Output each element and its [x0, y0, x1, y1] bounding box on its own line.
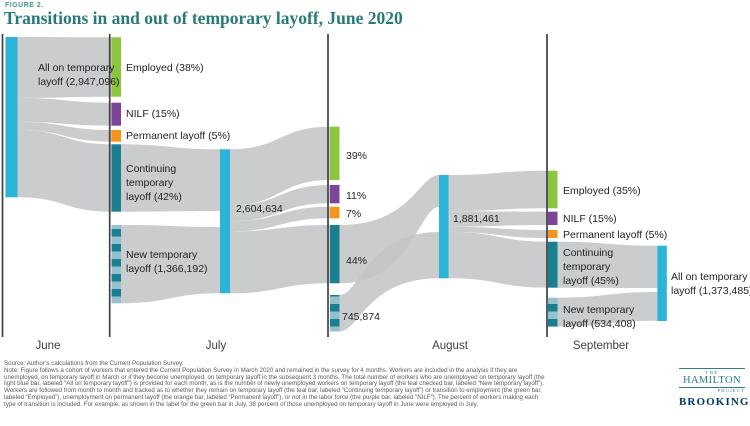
label-sep-continuing: Continuing temporary layoff (45%) [563, 247, 619, 287]
node-aug-permanent [330, 206, 340, 219]
label-july-continuing: Continuing temporary layoff (42%) [126, 163, 182, 203]
flow-jun-to-employed [17, 37, 112, 98]
flow-jul-to-continuing [230, 225, 330, 294]
figure-title: Transitions in and out of temporary layo… [4, 8, 403, 28]
hamilton-project-logo: THE HAMILTON PROJECT [679, 368, 745, 393]
flow-aug-to-continuing [448, 231, 548, 288]
flow-aug-cont-to-all [339, 175, 439, 284]
node-aug-all [439, 175, 449, 279]
node-july-nilf [111, 102, 121, 126]
month-label-june: June [36, 340, 61, 352]
label-june-all: All on temporary layoff (2,947,096) [38, 62, 120, 88]
node-sep-continuing [548, 241, 558, 288]
note-line-2: unemployed, on temporary layoff in March… [4, 373, 545, 381]
label-sep-employed: Employed (35%) [563, 185, 641, 197]
flow-jun-to-nilf [17, 97, 112, 126]
node-sep-permanent [548, 230, 558, 238]
note-line-1: Note: Figure follows a cohort of workers… [4, 366, 518, 374]
figure-number-label: FIGURE 2. [5, 2, 44, 9]
node-aug-employed [330, 126, 340, 180]
label-aug-all-value: 1,881,461 [453, 213, 500, 225]
label-july-permanent: Permanent layoff (5%) [126, 130, 230, 142]
source-line: Source: Author’s calculations from the C… [4, 360, 184, 367]
node-sep-employed [548, 170, 558, 209]
flow-jun-to-permanent [17, 121, 112, 142]
note-line-4: Workers are followed from month to month… [4, 387, 542, 395]
month-label-september: September [573, 340, 629, 352]
publisher-logos: THE HAMILTON PROJECT BROOKINGS [679, 368, 750, 408]
flow-jul-cont-to-all [121, 144, 220, 212]
node-aug-new [330, 295, 340, 332]
flow-jun-to-continuing [17, 129, 112, 212]
flow-jul-to-nilf [230, 185, 330, 222]
label-sep-nilf: NILF (15%) [563, 213, 617, 225]
flow-sep-new-to-all [557, 292, 658, 327]
label-aug-permanent: 7% [346, 208, 361, 220]
label-aug-continuing: 44% [346, 255, 367, 267]
node-aug-continuing [330, 225, 340, 284]
label-sep-new: New temporary layoff (534,408) [563, 304, 636, 330]
node-june-all [5, 37, 18, 198]
label-july-employed: Employed (38%) [126, 62, 204, 74]
note-line-6: type of transition is included. For exam… [4, 400, 478, 408]
month-label-july: July [206, 340, 227, 352]
flow-aug-to-nilf [448, 211, 548, 227]
flow-jul-new-to-all [121, 225, 220, 304]
label-aug-new-value: 745,874 [342, 311, 380, 323]
hamilton-logo-the: THE [705, 370, 719, 375]
label-sep-all: All on temporary layoff (1,373,485) [671, 271, 750, 297]
node-july-continuing [111, 144, 121, 212]
label-july-all-value: 2,604,634 [236, 203, 283, 215]
flow-jul-to-employed [230, 126, 330, 206]
flow-jul-to-permanent [230, 206, 330, 232]
figure-notes: Source: Author’s calculations from the C… [4, 360, 676, 409]
brookings-logo: BROOKINGS [679, 396, 750, 408]
hamilton-logo-name: HAMILTON [682, 375, 742, 386]
month-label-august: August [432, 340, 469, 352]
node-sep-all [657, 245, 667, 321]
node-sep-new [548, 297, 558, 327]
flow-aug-to-permanent [448, 226, 548, 238]
node-july-employed [111, 37, 121, 97]
label-aug-employed: 39% [346, 150, 367, 162]
flow-aug-new-to-all [339, 232, 439, 332]
note-line-5: labeled “Employed”), unemployment on per… [4, 393, 539, 401]
label-aug-nilf: 11% [346, 190, 366, 202]
label-july-new: New temporary layoff (1,366,192) [126, 249, 208, 275]
note-line-3: light blue bar, labeled “All on temporar… [4, 380, 544, 388]
node-july-new [111, 225, 121, 304]
node-july-permanent [111, 130, 121, 142]
flow-aug-to-employed [448, 170, 548, 212]
hamilton-logo-project: PROJECT [679, 386, 745, 393]
label-july-nilf: NILF (15%) [126, 108, 180, 120]
flow-sep-cont-to-all [557, 241, 658, 288]
label-sep-permanent: Permanent layoff (5%) [563, 229, 667, 241]
node-aug-nilf [330, 185, 340, 204]
node-sep-nilf [548, 211, 558, 225]
node-july-all [220, 149, 230, 294]
